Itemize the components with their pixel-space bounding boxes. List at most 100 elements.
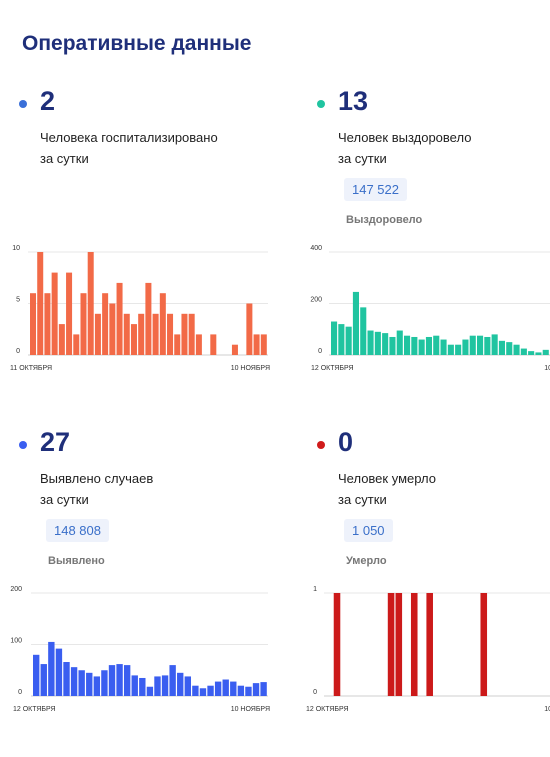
chart-bar [86,672,93,696]
desc-line-2: за сутки [40,492,89,507]
chart-bar [411,336,418,355]
dot-icon [19,441,27,449]
chart-bar [199,688,207,696]
chart-bar [188,313,195,355]
deaths-chart: 0 1 12 ОКТЯБРЯ 10 [306,586,550,713]
desc-line-1: Человек выздоровело [338,130,472,145]
dot-icon [317,100,325,108]
dot-icon [317,441,325,449]
chart-bar [123,313,130,355]
chart-bar [44,293,51,355]
y-tick-label: 0 [16,348,20,355]
chart-bar [480,593,488,696]
chart-bar [395,593,403,696]
y-tick-label: 200 [310,297,322,304]
x-label-end: 10 НОЯБРЯ [231,365,270,372]
chart-bar [440,339,447,355]
chart-bar [63,662,70,696]
chart-bar [102,293,109,355]
chart-bar [404,335,411,355]
chart-bar [51,272,58,355]
chart-bar [40,664,47,696]
chart-bar [214,681,222,696]
chart-bar [331,321,338,355]
y-tick-label: 100 [10,638,22,645]
recovered-total-badge: 147 522 [344,178,407,201]
chart-bar [195,334,202,355]
chart-bar [109,303,116,355]
chart-bar [410,593,418,696]
chart-bar [447,344,454,355]
chart-bar [101,670,108,696]
chart-bar [477,335,484,355]
chart-bar [174,334,181,355]
chart-bar [48,641,55,696]
y-tick-label: 200 [10,586,22,593]
chart-bar [260,334,267,355]
chart-bar [387,593,395,696]
chart-bar [181,313,188,355]
chart-bar [237,685,245,696]
deaths-total-label: Умерло [346,555,387,567]
chart-bar [131,675,138,696]
desc-line-2: за сутки [338,151,387,166]
chart-bar [425,336,432,355]
chart-bar [222,679,229,696]
chart-bar [87,252,94,355]
x-label-end: 10 [544,706,550,713]
chart-bar [491,334,498,355]
recovered-total-label: Выздоровело [346,214,423,226]
chart-bar [345,326,352,355]
chart-bar [159,293,166,355]
chart-bar [154,676,161,696]
chart-bar [245,686,252,696]
y-tick-label: 0 [318,348,322,355]
x-label-start: 12 ОКТЯБРЯ [13,706,56,713]
desc-line-1: Выявлено случаев [40,471,154,486]
chart-bar [352,291,359,355]
x-label-start: 11 ОКТЯБРЯ [10,365,52,372]
chart-bar [462,339,469,355]
y-tick-label: 1 [313,586,317,593]
chart-bar [469,335,476,355]
chart-bar [389,336,396,355]
deaths-value: 0 [338,427,354,457]
chart-bar [30,293,37,355]
hospitalized-value: 2 [40,86,56,116]
chart-bar [231,344,238,355]
chart-bar [73,334,80,355]
chart-bar [37,252,44,355]
chart-bar [184,676,191,696]
chart-bar [78,670,85,696]
chart-bar [374,331,381,355]
card-hospitalized: 2 Человека госпитализировано за сутки [19,86,292,416]
chart-bar [116,282,123,355]
chart-bar [528,351,535,355]
detected-total-label: Выявлено [48,555,105,567]
recovered-description: Человек выздоровело за сутки [338,127,471,169]
chart-bar [94,313,101,355]
chart-bar [230,681,237,696]
chart-bar [210,334,217,355]
hospitalized-chart: 0 5 10 11 ОКТЯБРЯ 10 НОЯБРЯ [10,245,270,372]
desc-line-2: за сутки [40,151,89,166]
x-label-start: 12 ОКТЯБРЯ [306,706,349,713]
chart-bar [161,675,169,696]
chart-bar [123,665,131,696]
chart-bar [484,336,491,355]
recovered-chart: 0 200 400 12 ОКТЯБРЯ 10 [310,245,550,372]
chart-bar [130,324,137,355]
chart-bar [252,683,260,696]
chart-bar [426,593,433,696]
recovered-value: 13 [338,86,369,116]
chart-bar [513,344,520,355]
chart-bar [139,677,146,696]
chart-bar [455,344,462,355]
chart-bar [396,330,403,355]
chart-bar [80,293,87,355]
card-recovered: 13 Человек выздоровело за сутки 147 522 … [317,86,550,416]
chart-bar [520,348,527,355]
chart-bar [535,352,542,355]
chart-bar [108,665,116,696]
chart-bar [207,685,214,696]
